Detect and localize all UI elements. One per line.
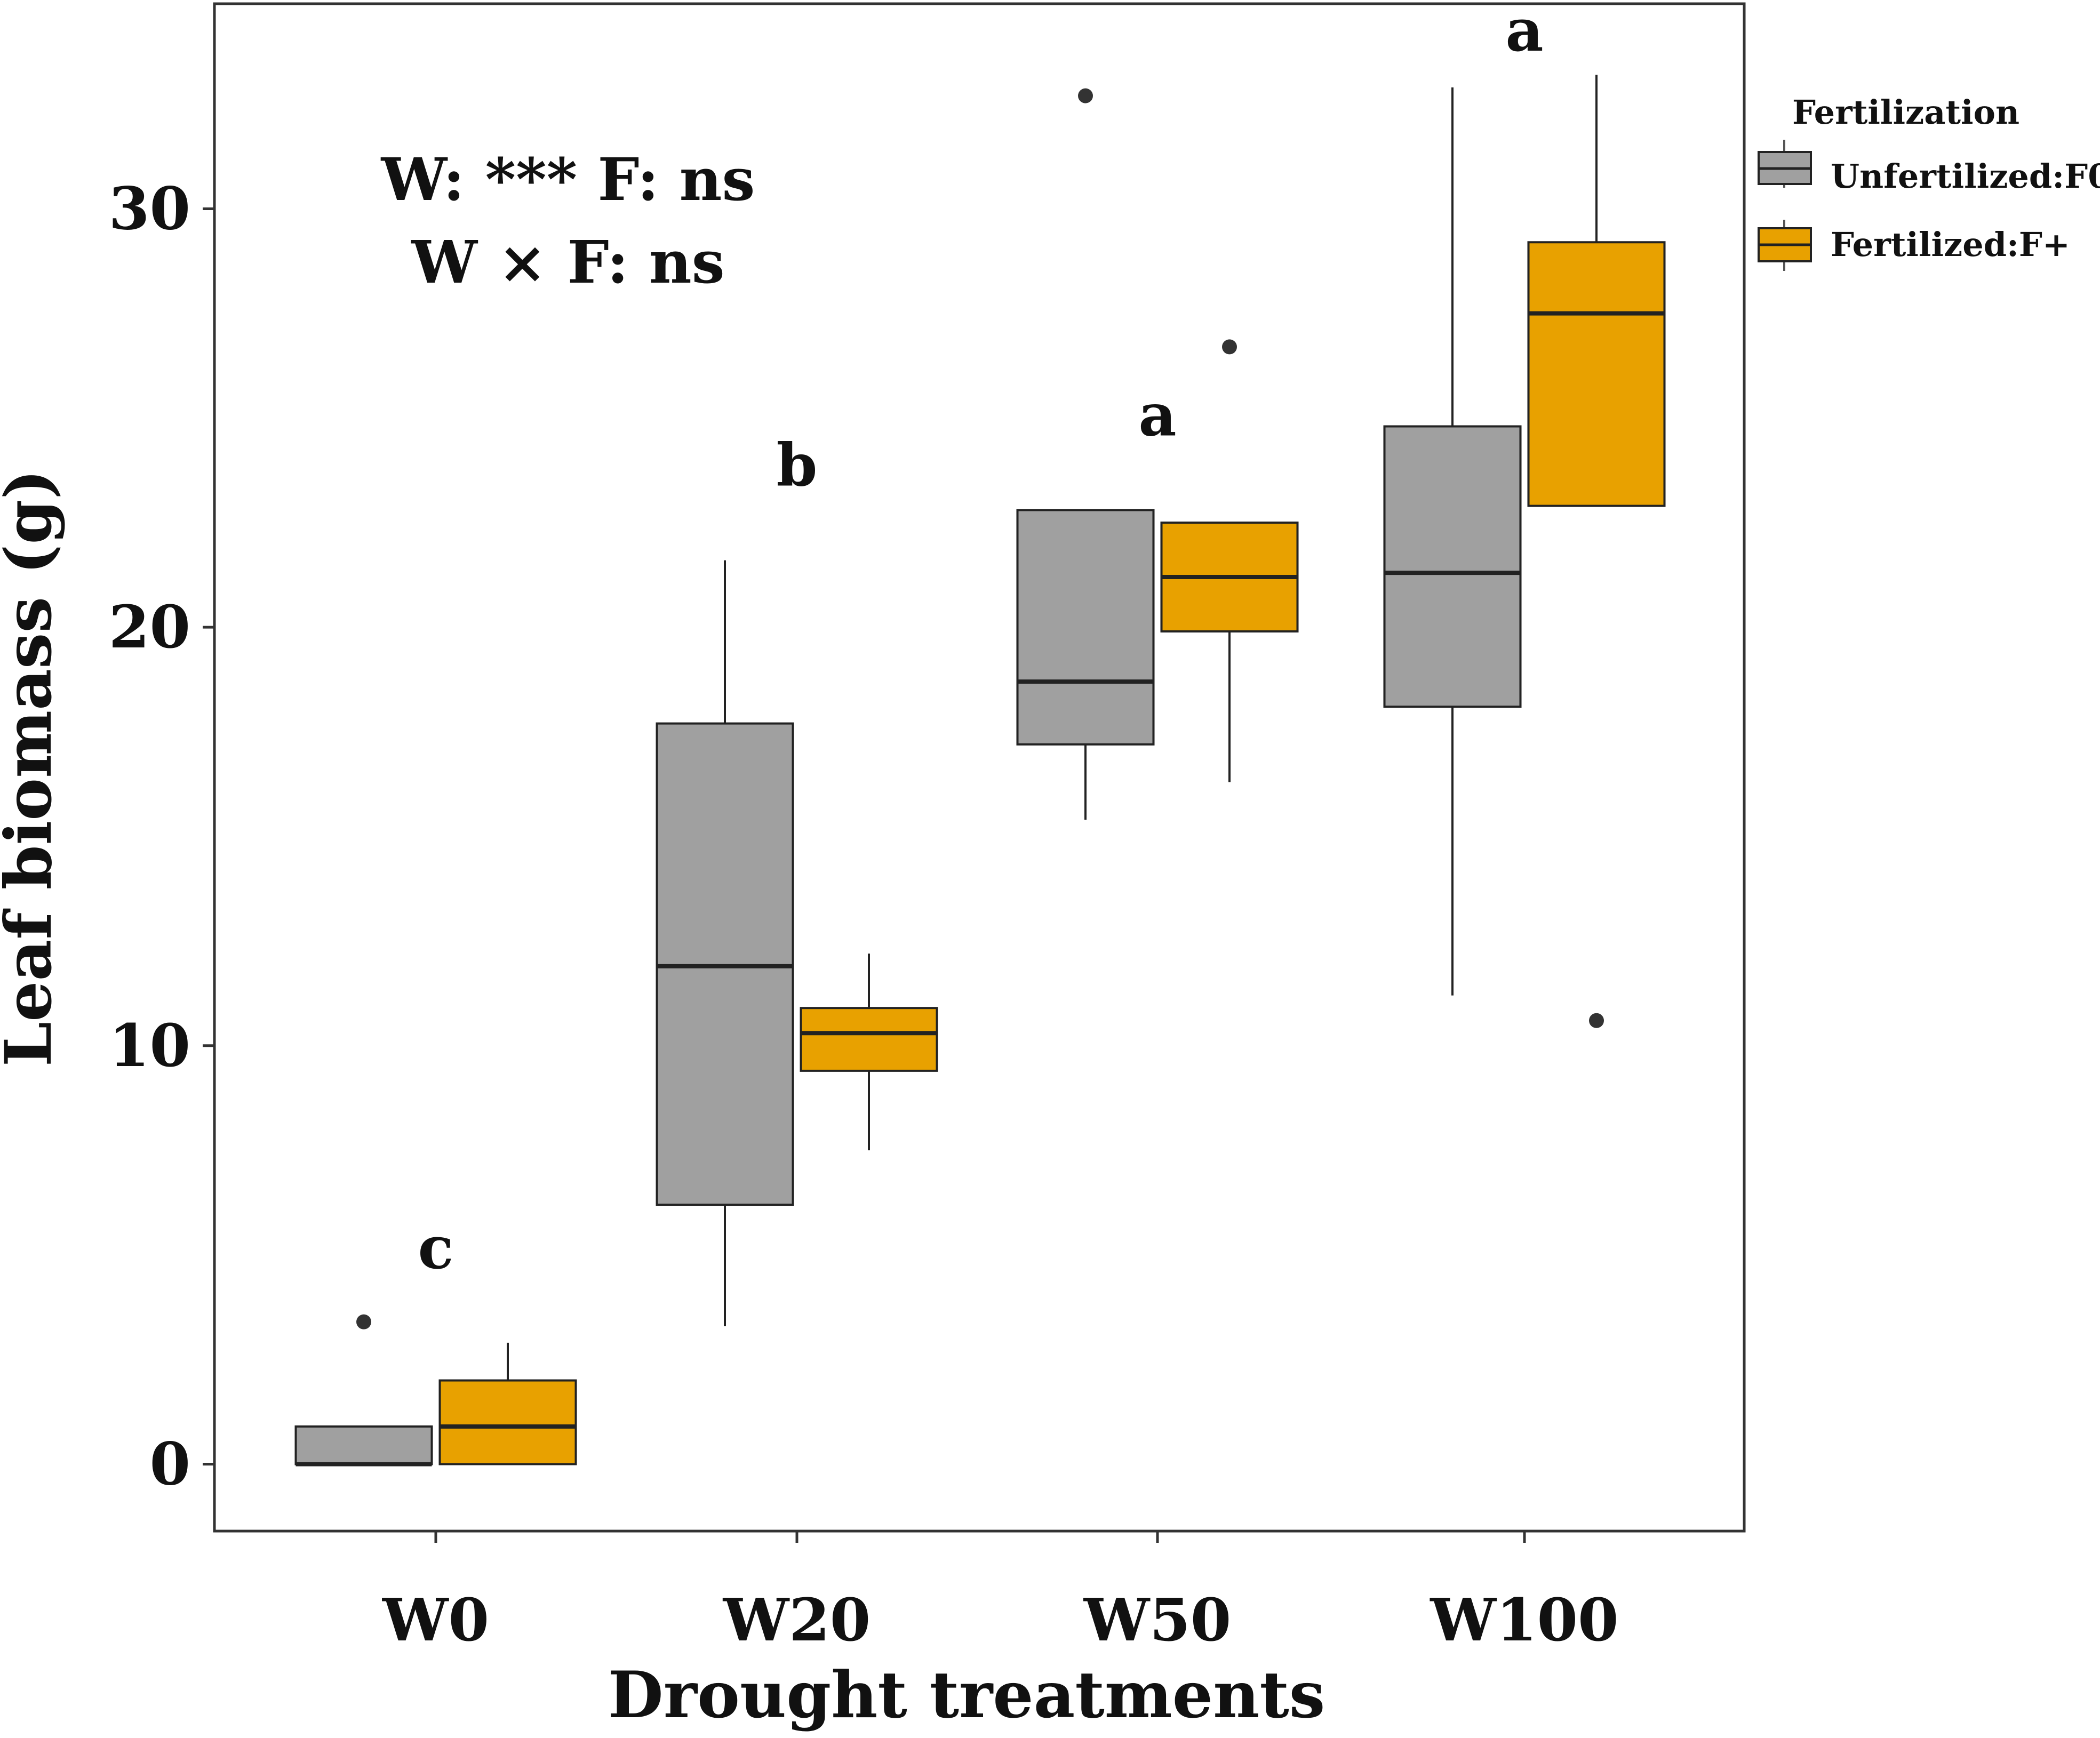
outlier-point: [1589, 1013, 1604, 1028]
significance-letter: c: [418, 1213, 454, 1282]
plot-panel: [213, 2, 1746, 1533]
box-W50-unfertilized: [1016, 88, 1155, 820]
box-body: [1383, 425, 1522, 708]
outlier-point: [1078, 88, 1093, 103]
outlier-point: [356, 1314, 371, 1329]
x-tick-label: W100: [1430, 1585, 1618, 1654]
box-body: [1527, 241, 1666, 507]
box-W50-fertilized: [1160, 339, 1299, 782]
stats-annotation-line-2: W × F: ns: [411, 228, 724, 297]
legend-key-fertilized: [1758, 220, 1812, 271]
box-W100-unfertilized: [1383, 87, 1522, 996]
legend-label-fertilized: Fertilized:F+: [1831, 225, 2070, 264]
outlier-point: [1222, 339, 1237, 355]
x-tick-label: W20: [723, 1585, 871, 1654]
box-W20-fertilized: [800, 954, 938, 1150]
significance-letters: c b a a: [418, 0, 1544, 1282]
significance-letter: b: [777, 431, 818, 500]
y-axis: 0 10 20 30: [109, 174, 214, 1498]
box-W100-fertilized: [1527, 75, 1666, 1028]
x-axis-title: Drought treatments: [608, 1657, 1326, 1733]
box-W0-unfertilized: [294, 1314, 433, 1467]
significance-letter: a: [1138, 380, 1176, 449]
stats-annotation-line-1: W: *** F: ns: [381, 145, 755, 214]
y-tick-label: 30: [109, 174, 190, 243]
x-tick-label: W0: [382, 1585, 489, 1654]
box-body: [800, 1007, 938, 1072]
box-body: [1016, 509, 1155, 746]
significance-letter: a: [1505, 0, 1543, 65]
x-tick-label: W50: [1083, 1585, 1232, 1654]
box-W0-fertilized: [438, 1342, 577, 1465]
legend-label-unfertilized: Unfertilized:F0: [1831, 157, 2100, 196]
box-body: [294, 1425, 433, 1465]
legend-title: Fertilization: [1792, 93, 2019, 132]
boxes-layer: [294, 75, 1666, 1467]
legend: Fertilization Unfertilized:F0 Fertilized…: [1758, 93, 2100, 271]
y-axis-title: Leaf biomass (g): [0, 469, 66, 1067]
box-W20-unfertilized: [656, 560, 794, 1326]
y-tick-label: 0: [149, 1429, 190, 1498]
legend-key-unfertilized: [1758, 140, 1812, 188]
x-axis: W0 W20 W50 W100: [382, 1531, 1619, 1654]
y-tick-label: 20: [109, 592, 190, 661]
y-tick-label: 10: [109, 1011, 190, 1080]
box-body: [438, 1379, 577, 1465]
